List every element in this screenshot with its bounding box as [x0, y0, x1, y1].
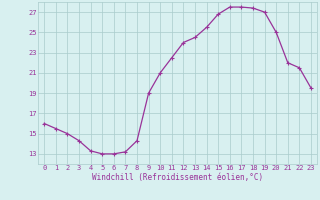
X-axis label: Windchill (Refroidissement éolien,°C): Windchill (Refroidissement éolien,°C) [92, 173, 263, 182]
